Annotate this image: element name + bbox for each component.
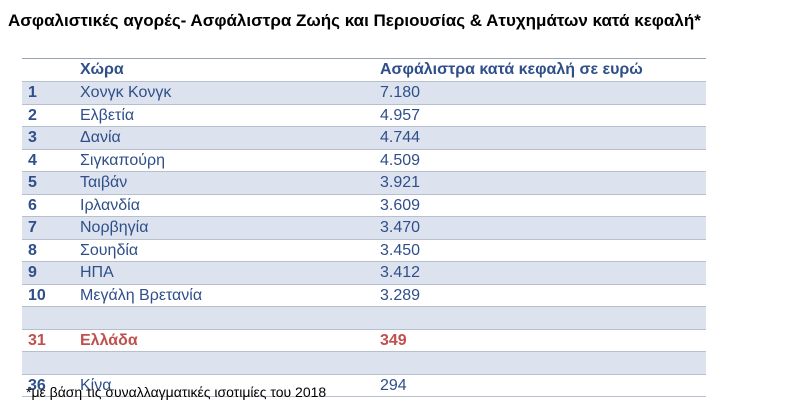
row-value: 4.509 xyxy=(380,151,421,169)
premiums-table: Χώρα Ασφάλιστρα κατά κεφαλή σε ευρώ 1 Χο… xyxy=(22,58,706,397)
row-value: 4.957 xyxy=(380,106,421,124)
page-title: Ασφαλιστικές αγορές- Ασφάλιστρα Ζωής και… xyxy=(8,11,701,30)
row-value: 3.289 xyxy=(380,286,421,304)
row-value: 3.609 xyxy=(380,196,421,214)
table-row: 3 Δανία 4.744 xyxy=(22,127,706,150)
table-row: 2 Ελβετία 4.957 xyxy=(22,105,706,127)
table-header: Χώρα Ασφάλιστρα κατά κεφαλή σε ευρώ xyxy=(22,59,706,82)
table-row-china: 36 Κίνα 294 xyxy=(22,375,706,397)
row-rank: 10 xyxy=(28,286,46,304)
row-rank: 4 xyxy=(28,151,37,169)
table-row: 1 Χονγκ Κονγκ 7.180 xyxy=(22,82,706,105)
row-country: Ταιβάν xyxy=(80,174,128,191)
row-value: 3.412 xyxy=(380,264,421,281)
row-value: 294 xyxy=(380,376,407,394)
row-rank: 8 xyxy=(28,241,37,259)
table-row: 9 ΗΠΑ 3.412 xyxy=(22,262,706,285)
row-country: Ελλάδα xyxy=(80,331,138,349)
row-value: 4.744 xyxy=(380,129,421,146)
footnote: *με βάση τις συναλλαγματικές ισοτιμίες τ… xyxy=(26,384,327,400)
row-country: Ιρλανδία xyxy=(80,196,140,214)
row-value: 349 xyxy=(380,331,407,349)
header-country: Χώρα xyxy=(80,61,124,78)
row-country: Κίνα xyxy=(80,376,112,394)
row-rank: 3 xyxy=(28,129,37,146)
table-spacer-row xyxy=(22,352,706,375)
row-rank: 5 xyxy=(28,174,37,191)
row-country: Νορβηγία xyxy=(80,219,149,236)
row-rank: 7 xyxy=(28,219,37,236)
row-rank: 9 xyxy=(28,264,37,281)
table-row: 4 Σιγκαπούρη 4.509 xyxy=(22,150,706,172)
row-value: 3.470 xyxy=(380,219,421,236)
row-value: 3.450 xyxy=(380,241,421,259)
table-row: 8 Σουηδία 3.450 xyxy=(22,240,706,262)
row-value: 3.921 xyxy=(380,174,421,191)
row-country: ΗΠΑ xyxy=(80,264,114,281)
row-rank: 1 xyxy=(28,84,37,101)
row-value: 7.180 xyxy=(380,84,421,101)
row-country: Μεγάλη Βρετανία xyxy=(80,286,203,304)
row-country: Σιγκαπούρη xyxy=(80,151,165,169)
row-rank: 6 xyxy=(28,196,37,214)
row-country: Χονγκ Κονγκ xyxy=(80,84,172,101)
row-country: Σουηδία xyxy=(80,241,139,259)
header-value: Ασφάλιστρα κατά κεφαλή σε ευρώ xyxy=(380,61,643,78)
table-row: 6 Ιρλανδία 3.609 xyxy=(22,195,706,217)
table-row: 10 Μεγάλη Βρετανία 3.289 xyxy=(22,285,706,307)
table-row-greece: 31 Ελλάδα 349 xyxy=(22,330,706,352)
table-row: 7 Νορβηγία 3.470 xyxy=(22,217,706,240)
row-rank: 2 xyxy=(28,106,37,124)
table-spacer-row xyxy=(22,307,706,330)
row-rank: 31 xyxy=(28,331,46,349)
row-rank: 36 xyxy=(28,376,46,394)
row-country: Δανία xyxy=(80,129,121,146)
table-row: 5 Ταιβάν 3.921 xyxy=(22,172,706,195)
row-country: Ελβετία xyxy=(80,106,135,124)
